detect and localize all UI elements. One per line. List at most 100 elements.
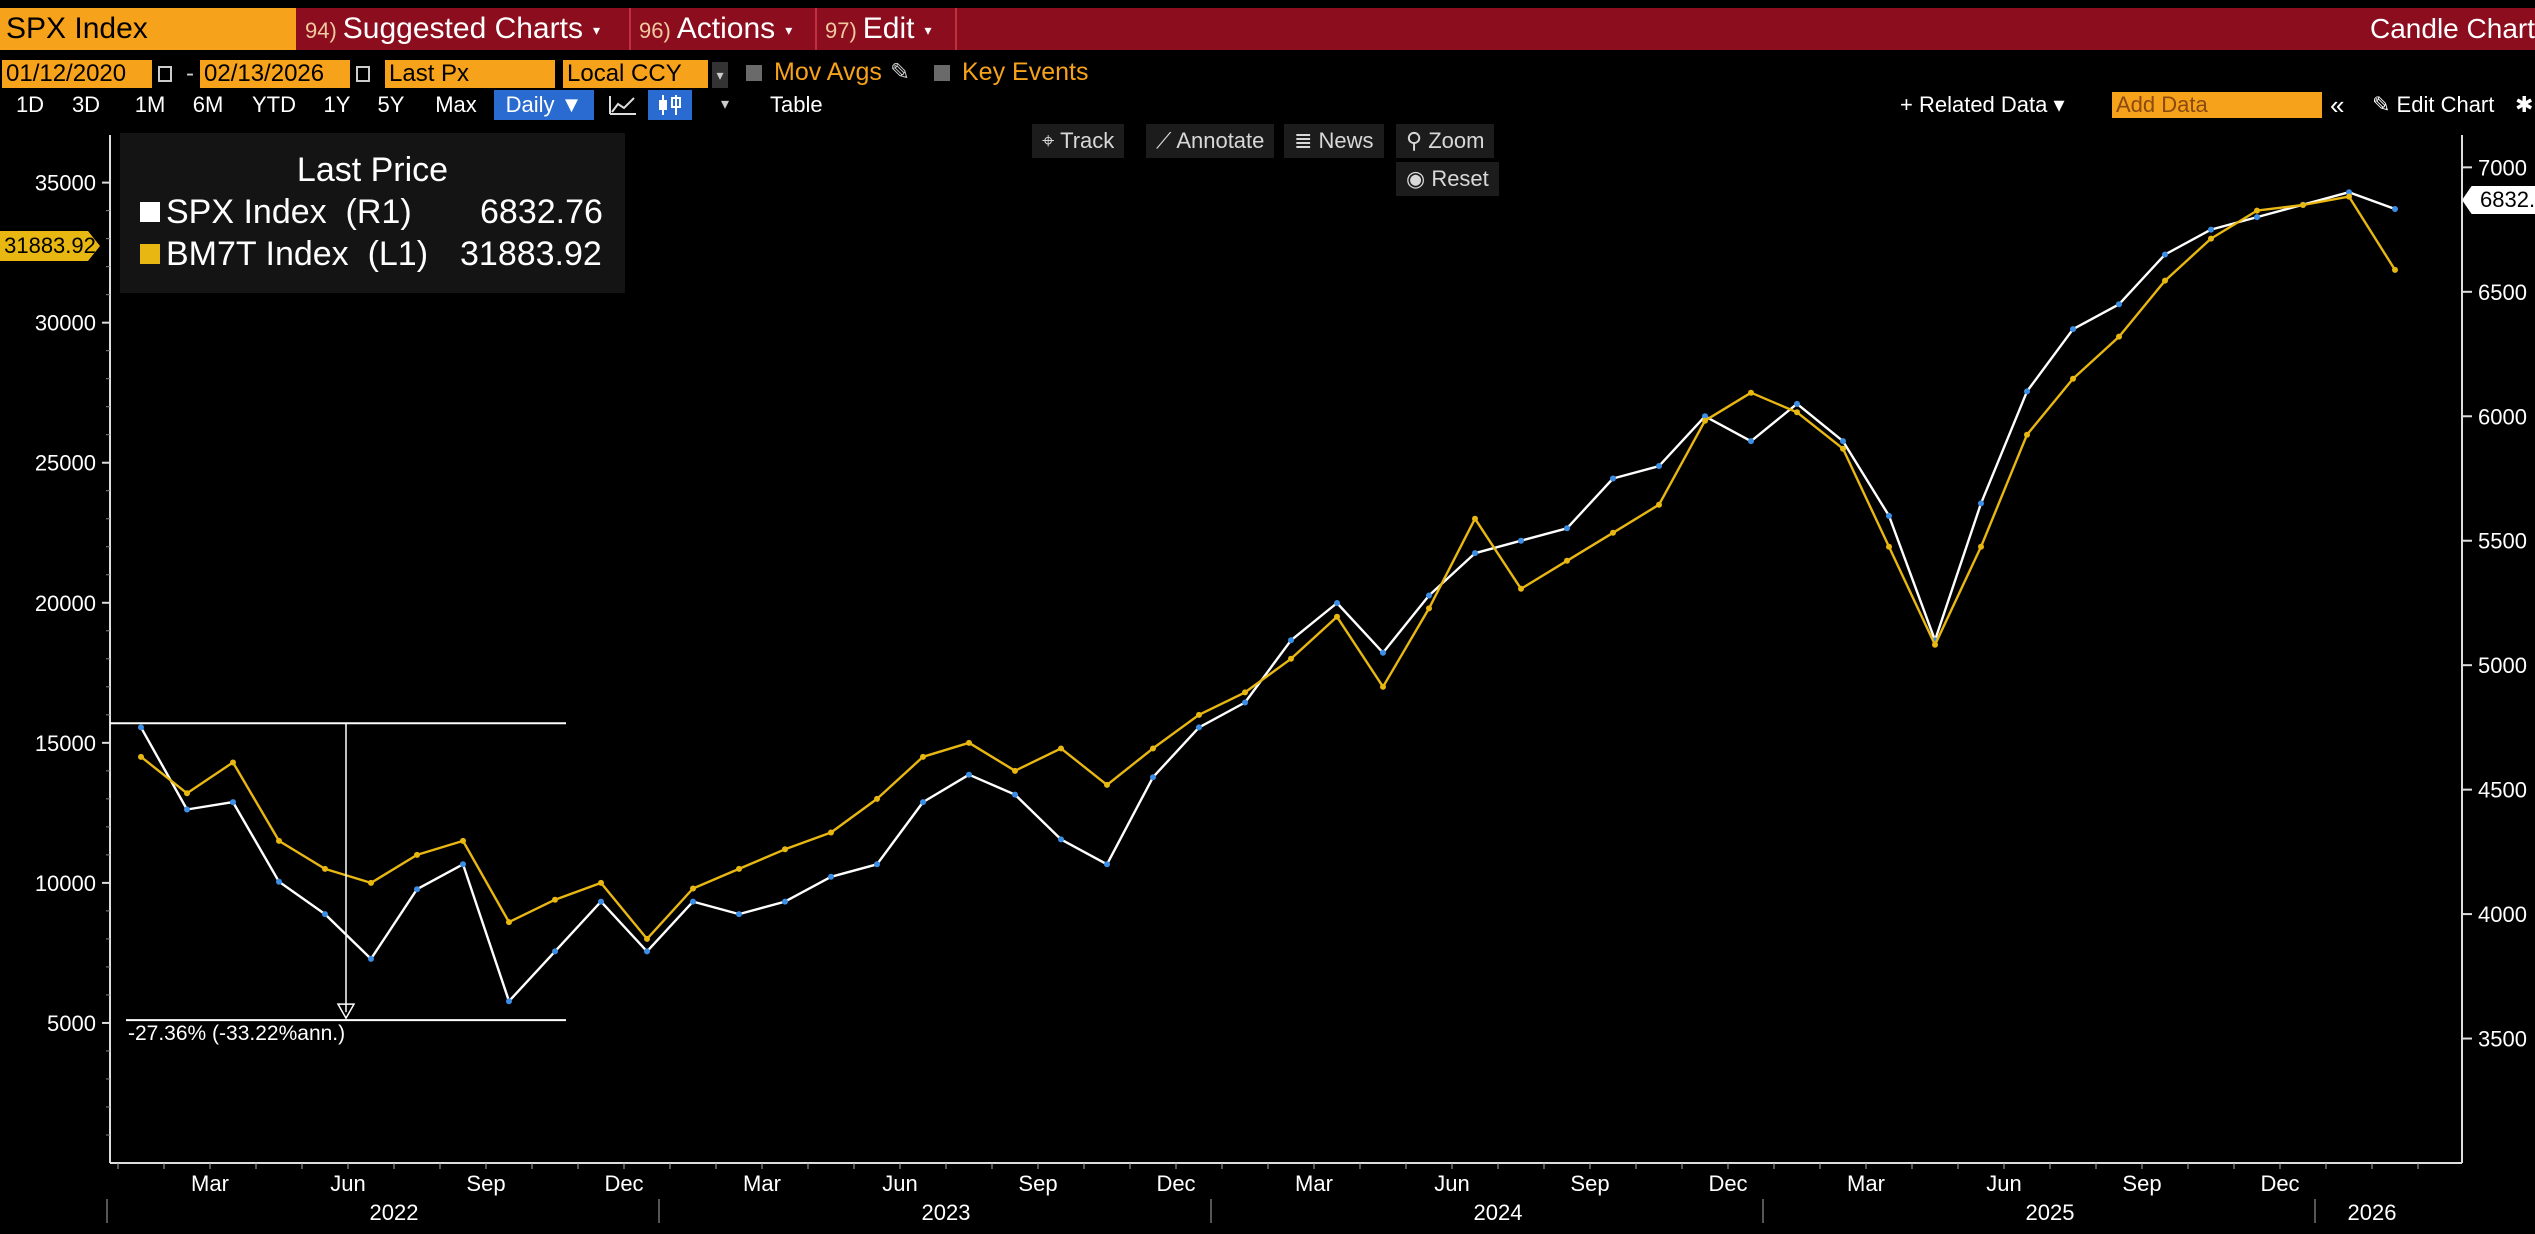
calendar-icon[interactable]: [158, 66, 172, 82]
series-point: [552, 896, 558, 903]
pencil-icon: ✎: [2372, 92, 2397, 117]
collapse-icon[interactable]: «: [2330, 90, 2345, 120]
series-point: [966, 739, 972, 746]
end-date-field[interactable]: 02/13/2026: [200, 60, 350, 88]
series-point: [1978, 543, 1984, 550]
period-6m[interactable]: 6M: [192, 92, 224, 117]
series-point: [1104, 781, 1110, 788]
x-month-label: Mar: [1847, 1171, 1885, 1196]
candle-chart-icon[interactable]: [648, 90, 692, 120]
settings-icon[interactable]: ✱: [2515, 92, 2534, 117]
annotate-button[interactable]: ⟋ Annotate: [1146, 124, 1275, 158]
series-point: [2070, 326, 2076, 333]
key-events-label[interactable]: Key Events: [962, 58, 1089, 86]
drawdown-arrow-icon: [336, 1003, 356, 1020]
news-label: News: [1318, 128, 1374, 153]
start-date-field[interactable]: 01/12/2020: [2, 60, 152, 88]
mov-avgs-checkbox[interactable]: [746, 65, 762, 81]
suggested-charts-menu[interactable]: 94) Suggested Charts ▾: [305, 8, 600, 50]
series-point: [920, 799, 926, 806]
track-button[interactable]: ⌖ Track: [1032, 124, 1125, 158]
edit-menu[interactable]: 97) Edit ▾: [825, 8, 932, 50]
related-data-button[interactable]: + Related Data ▾: [1900, 92, 2065, 117]
menu-number: 97): [825, 18, 857, 43]
add-data-input[interactable]: Add Data: [2112, 92, 2322, 118]
series-point: [874, 861, 880, 868]
series-point: [1702, 417, 1708, 424]
menu-number: 94): [305, 18, 337, 43]
x-month-label: Sep: [1018, 1171, 1057, 1196]
series-point: [1656, 501, 1662, 508]
series-point: [644, 948, 650, 955]
drawdown-label: -27.36% (-33.22%ann.): [128, 1022, 345, 1045]
zoom-button[interactable]: ⚲ Zoom: [1396, 124, 1495, 158]
series-point: [460, 861, 466, 868]
series-point: [184, 806, 190, 813]
x-month-label: Jun: [1986, 1171, 2021, 1196]
series-point: [1288, 655, 1294, 662]
series-point: [1794, 400, 1800, 407]
x-year-label: 2025: [2026, 1200, 2075, 1225]
series-point: [828, 873, 834, 880]
series-point: [598, 879, 604, 886]
left-tick-label: 25000: [35, 451, 96, 476]
series-line: [139, 190, 2396, 1003]
zoom-label: Zoom: [1428, 128, 1485, 153]
series-point: [920, 753, 926, 760]
actions-menu[interactable]: 96) Actions ▾: [639, 8, 792, 50]
left-tick-label: 35000: [35, 171, 96, 196]
series-point: [1242, 699, 1248, 706]
series-point: [1656, 463, 1662, 470]
table-button[interactable]: Table: [770, 92, 823, 117]
news-icon: ≣: [1294, 128, 1319, 153]
period-1y[interactable]: 1Y: [323, 92, 351, 117]
series-point: [2208, 226, 2214, 233]
line-chart-icon[interactable]: [602, 90, 646, 120]
x-axis: Mar Jun Sep Dec Mar Jun Sep Dec Mar Jun Sep Dec Mar J…: [106, 1163, 2419, 1225]
period-1m[interactable]: 1M: [134, 92, 166, 117]
x-year-label: 2023: [922, 1200, 971, 1225]
right-tick-label: 6500: [2478, 280, 2527, 305]
frequency-selector[interactable]: Daily ▼: [494, 90, 594, 120]
chart-style-dropdown-icon[interactable]: ▾: [720, 96, 730, 113]
field-selector[interactable]: Last Px: [385, 60, 555, 88]
currency-dropdown-icon[interactable]: ▾: [712, 62, 728, 88]
reset-button[interactable]: ◉ Reset: [1396, 162, 1499, 196]
left-tick-label: 10000: [35, 871, 96, 896]
period-1d[interactable]: 1D: [15, 92, 45, 117]
series-point: [322, 865, 328, 872]
period-ytd[interactable]: YTD: [252, 92, 296, 117]
title-bar: [0, 8, 2535, 50]
series-point: [966, 771, 972, 778]
menu-divider: [955, 8, 957, 50]
edit-chart-button[interactable]: ✎ Edit Chart: [2372, 90, 2494, 120]
period-3d[interactable]: 3D: [71, 92, 101, 117]
period-5y[interactable]: 5Y: [377, 92, 405, 117]
mov-avgs-label[interactable]: Mov Avgs: [774, 58, 882, 86]
series-point: [1334, 599, 1340, 606]
series-point: [1932, 641, 1938, 648]
calendar-icon[interactable]: [356, 66, 370, 82]
series-point: [736, 865, 742, 872]
pencil-icon[interactable]: ✎: [890, 59, 911, 86]
right-tick-label: 6000: [2478, 404, 2527, 429]
x-month-label: Dec: [1156, 1171, 1195, 1196]
news-button[interactable]: ≣ News: [1284, 124, 1384, 158]
x-month-label: Jun: [330, 1171, 365, 1196]
series-point: [2392, 266, 2398, 273]
left-tick-label: 20000: [35, 591, 96, 616]
edit-chart-label: Edit Chart: [2396, 92, 2495, 117]
x-year-label: 2022: [370, 1200, 419, 1225]
security-field[interactable]: SPX Index: [0, 8, 296, 50]
series-point: [1886, 543, 1892, 550]
series-point: [1518, 585, 1524, 592]
key-events-checkbox[interactable]: [934, 65, 950, 81]
series-point: [2346, 193, 2352, 200]
currency-selector[interactable]: Local CCY: [563, 60, 708, 88]
left-tick-label: 15000: [35, 731, 96, 756]
period-max[interactable]: Max: [435, 92, 477, 117]
legend-title: Last Price: [296, 151, 449, 189]
menu-label: Suggested Charts: [342, 12, 583, 45]
series-point: [1564, 525, 1570, 532]
